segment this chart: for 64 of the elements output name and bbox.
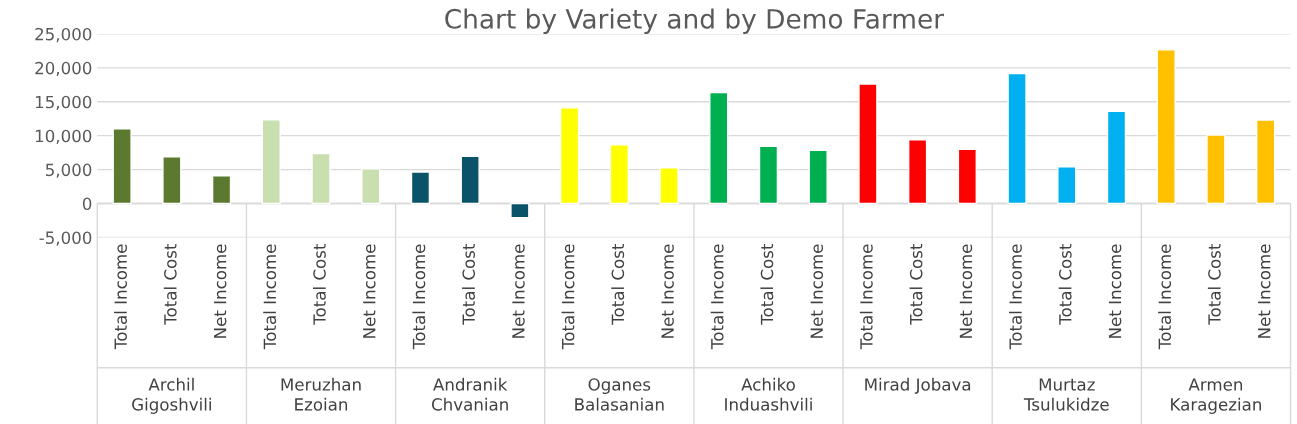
y-tick-label: 5,000	[45, 163, 92, 178]
bar	[1156, 49, 1176, 205]
text: Achiko Induashvili	[725, 377, 812, 411]
bar	[858, 83, 878, 205]
bar	[907, 139, 928, 205]
x-tick-label: Total Income	[114, 244, 127, 350]
x-tick-label: Net Income	[214, 244, 227, 338]
bar	[758, 145, 779, 205]
y-tick-label: 0	[82, 197, 92, 211]
text: Armen Karagezian	[1171, 378, 1261, 414]
bar	[112, 128, 132, 205]
bar	[609, 144, 629, 205]
y-tick-label: 15,000	[35, 95, 92, 111]
y-tick-label: -5,000	[39, 231, 92, 246]
x-tick-label: Total Cost	[1207, 243, 1221, 325]
bar	[1256, 119, 1276, 205]
bar	[1106, 110, 1127, 205]
x-tick-label: Total Cost	[611, 243, 625, 325]
bar	[410, 171, 431, 205]
bar	[808, 149, 828, 205]
text: Meruzhan Ezoian	[281, 377, 361, 411]
x-tick-label: Net Income	[1258, 244, 1271, 338]
x-tick-label: Net Income	[1108, 244, 1122, 338]
x-tick-label: Net Income	[661, 244, 674, 338]
x-tick-label: Total Income	[1009, 244, 1022, 350]
x-tick-label: Total Income	[561, 244, 575, 350]
bar	[709, 91, 729, 205]
x-tick-label: Net Income	[512, 244, 525, 338]
x-tick-label: Total Income	[859, 244, 873, 350]
bar	[510, 202, 530, 219]
text: Murtaz Tsulukidze	[1023, 378, 1109, 411]
x-tick-label: Total Cost	[1058, 243, 1072, 325]
x-tick-label: Total Cost	[163, 243, 177, 325]
bar	[361, 168, 381, 205]
bar	[1206, 134, 1226, 205]
x-tick-label: Total Cost	[312, 243, 326, 325]
x-tick-label: Net Income	[363, 244, 376, 338]
x-tick-label: Total Cost	[462, 243, 475, 325]
chart-title: Chart by Variety and by Demo Farmer	[445, 8, 945, 34]
text: Archil Gigoshvili	[132, 377, 211, 414]
text: Oganes Balasanian	[575, 378, 664, 411]
bar	[162, 156, 182, 205]
text: Andranik Chvanian	[431, 377, 508, 411]
x-tick-label: Total Cost	[909, 243, 923, 325]
bar	[311, 152, 331, 205]
bar	[460, 155, 480, 205]
y-tick-label: 25,000	[35, 27, 92, 43]
x-tick-label: Total Cost	[760, 243, 774, 325]
x-tick-label: Total Income	[263, 244, 277, 350]
bar	[1007, 72, 1027, 205]
x-tick-label: Total Income	[1158, 244, 1172, 350]
x-tick-label: Total Income	[710, 244, 724, 350]
bar	[659, 167, 679, 205]
x-tick-label: Net Income	[810, 244, 824, 338]
bar	[261, 119, 281, 205]
bar	[211, 175, 232, 205]
x-tick-label: Total Income	[412, 244, 426, 350]
bar	[957, 148, 977, 205]
y-tick-label: 20,000	[35, 61, 92, 77]
bar	[559, 107, 580, 205]
text: Mirad Jobava	[865, 377, 971, 394]
y-tick-label: 10,000	[35, 129, 92, 144]
x-tick-label: Net Income	[959, 244, 973, 338]
bar	[1057, 166, 1077, 205]
